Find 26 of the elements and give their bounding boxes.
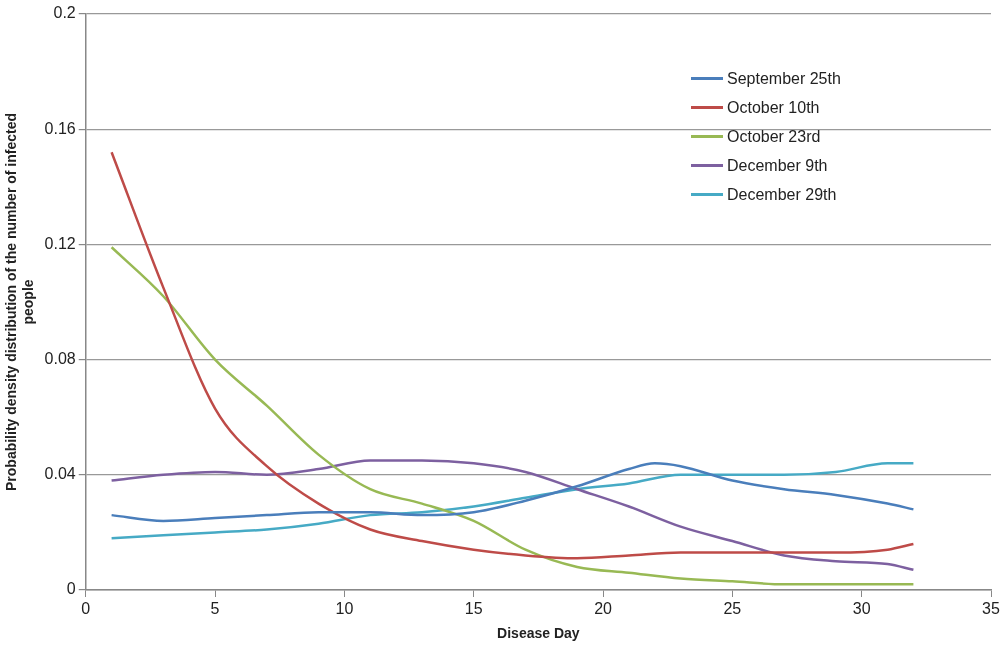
x-tick-label: 35 (982, 600, 1000, 618)
y-tick-label: 0.04 (44, 465, 76, 483)
x-tick-label: 5 (210, 600, 220, 618)
line-series (110, 459, 915, 572)
y-tick-label: 0.2 (53, 4, 76, 22)
legend-label: September 25th (727, 69, 841, 88)
legend-label: December 29th (727, 185, 837, 204)
y-tick-label: 0 (66, 580, 76, 598)
x-tick-label: 15 (464, 600, 483, 618)
y-tick-label: 0.16 (44, 119, 76, 137)
legend-label: December 9th (727, 156, 828, 175)
y-tick-label: 0.08 (44, 350, 76, 368)
x-axis-title: Disease Day (497, 625, 580, 642)
line-series (110, 462, 915, 523)
line-series (110, 462, 915, 540)
line-series (110, 246, 915, 586)
legend-label: October 10th (727, 98, 820, 117)
legend-label: October 23rd (727, 127, 821, 146)
x-tick-label: 20 (594, 600, 613, 618)
x-tick-label: 10 (335, 600, 354, 618)
x-tick-label: 0 (81, 600, 91, 618)
x-tick-label: 30 (852, 600, 871, 618)
y-tick-label: 0.12 (44, 234, 76, 252)
y-axis-title: Probability density distribution of the number of infected people (3, 112, 37, 492)
x-tick-label: 25 (723, 600, 742, 618)
line-series (110, 150, 915, 560)
